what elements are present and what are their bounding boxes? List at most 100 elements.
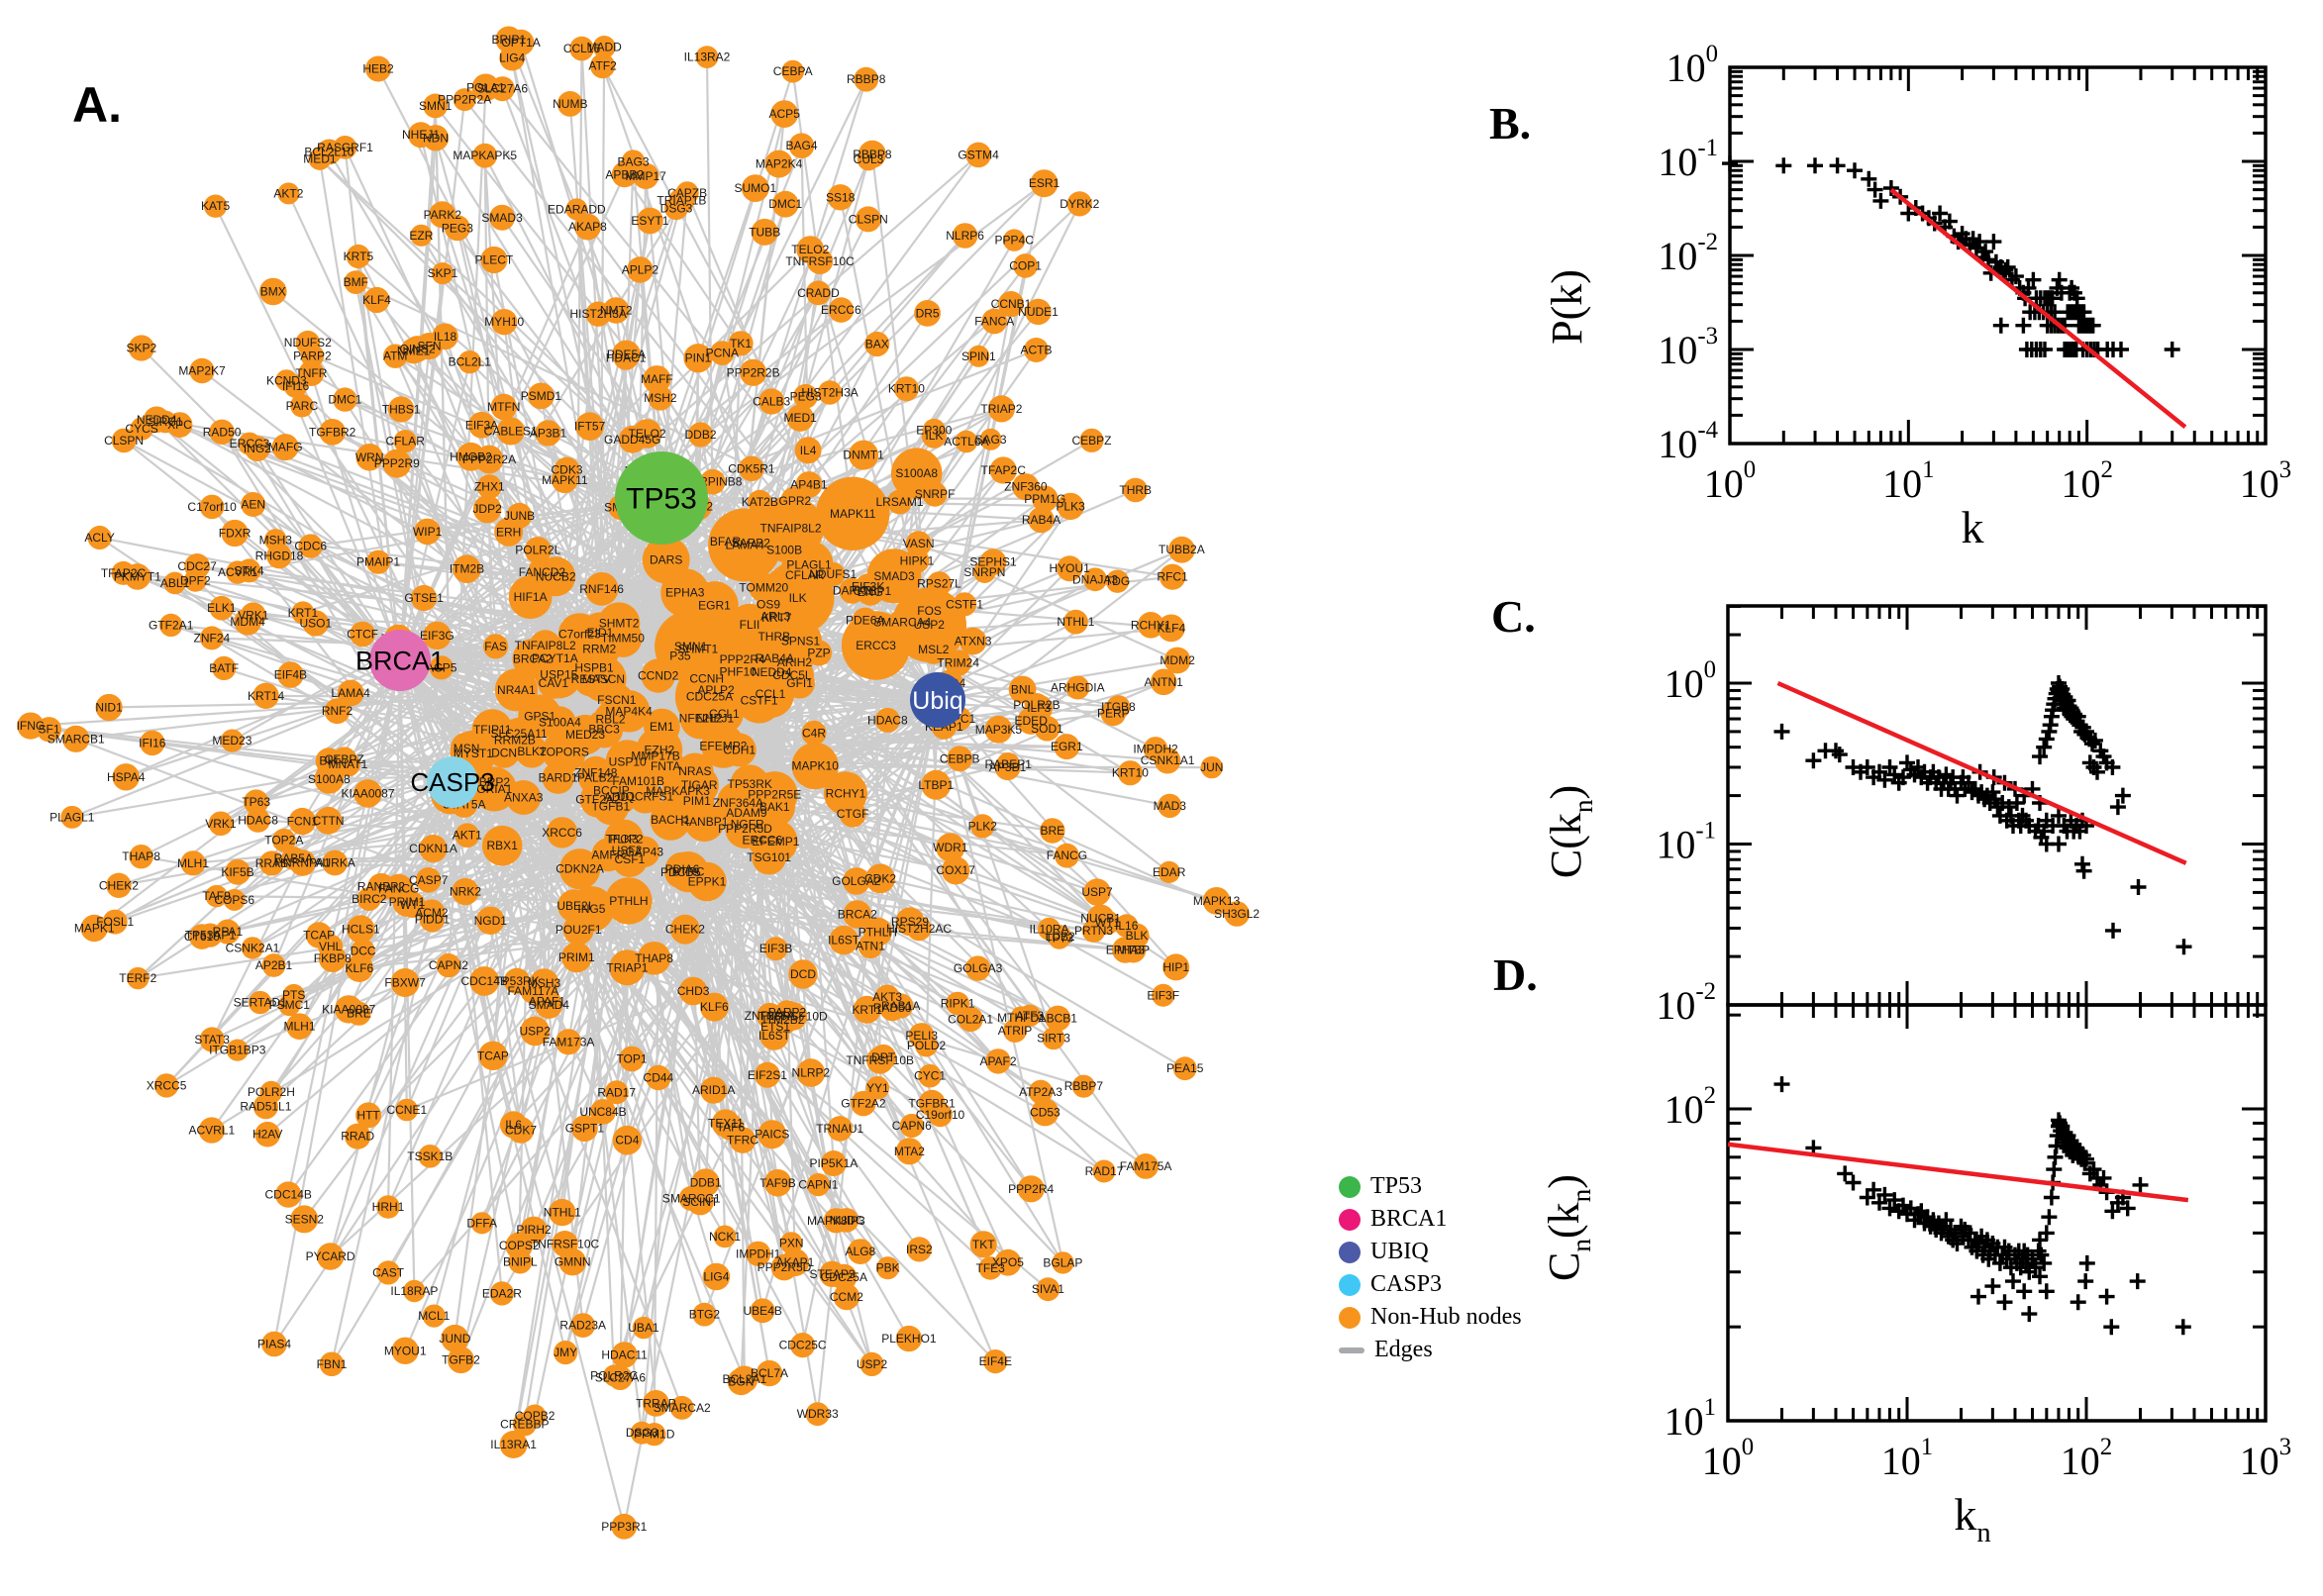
network-node-label: MDM2: [1160, 653, 1195, 667]
network-edge: [660, 497, 1060, 1020]
network-node-label: POLR2C: [590, 1368, 638, 1382]
legend-item-4: Non-Hub nodes: [1339, 1301, 1522, 1334]
network-edge: [354, 281, 454, 783]
data-point: [2132, 1176, 2149, 1193]
network-node-label: KRT10: [888, 382, 925, 396]
network-edge: [452, 780, 1138, 938]
network-node-label: BCL2L1: [449, 355, 492, 369]
scatter-points: [1773, 675, 2192, 955]
network-node-label: BAG3: [617, 154, 649, 168]
network-node-label: NHEJ1: [696, 712, 734, 726]
network-node-label: BACH1: [651, 813, 690, 827]
network-node-label: MAPK13: [1193, 894, 1241, 908]
network-node-label: BIRC2: [352, 892, 387, 906]
network-node: [478, 1041, 508, 1071]
network-node-label: TNFRSF10C: [785, 254, 855, 268]
network-node-label: TGFB2: [442, 1353, 480, 1367]
network-node-label: PEA15: [1166, 1061, 1204, 1075]
network-node-label: ITGB1BP3: [209, 1044, 266, 1057]
network-node-label: BAG4: [785, 139, 817, 152]
network-edge: [344, 398, 939, 701]
network-node-label: NTHL1: [544, 1206, 581, 1220]
network-node-label: FOS: [917, 604, 942, 618]
network-node-label: TRNAU1: [816, 1122, 863, 1136]
network-node-label: LAMA4: [726, 539, 765, 552]
network-edge: [653, 957, 693, 1199]
network-node-label: VASN: [903, 537, 935, 550]
network-node-label: SNRPN: [963, 565, 1005, 579]
network-node-label: EDED: [1015, 714, 1049, 728]
network-node-label: DMC1: [768, 197, 802, 211]
network-node-label: APBB2: [605, 167, 644, 181]
network-node-label: WDR33: [797, 1407, 839, 1421]
network-node-label: DFFA: [466, 1216, 497, 1230]
network-node-label: TIGAR: [681, 778, 718, 792]
network-edge: [572, 905, 706, 1316]
network-node: [1079, 428, 1104, 452]
network-node-label: JUN: [1200, 760, 1223, 774]
network-node-label: THBS1: [382, 402, 421, 416]
plot-box-d: [1726, 1003, 2268, 1423]
data-point: [2041, 1209, 2058, 1226]
network-node-label: ACVR1: [218, 565, 257, 579]
network-node-label: CDC14B: [265, 1188, 312, 1202]
network-node-label: BLK: [1126, 929, 1149, 943]
network-node-label: CDC25A: [686, 690, 733, 704]
y-tick-label: 10-2: [1656, 978, 1716, 1028]
network-node-label: PIDD1: [415, 913, 451, 927]
legend-circle-swatch: [1339, 1208, 1361, 1231]
network-node-label: FBN1: [317, 1357, 348, 1371]
network-edge: [925, 699, 940, 1047]
network-edge: [615, 699, 939, 1093]
network-node-label: PYCARD: [306, 1249, 355, 1263]
network-node-label: ITM2B: [450, 562, 484, 576]
network-node-label: CSNK2A1: [226, 941, 280, 954]
network-node: [535, 420, 561, 447]
fit-line: [1776, 680, 2187, 865]
network-node-label: WIP1: [413, 525, 443, 539]
network-edge: [703, 699, 940, 1316]
network-node-label: CTGF: [837, 807, 869, 821]
network-node: [833, 1283, 860, 1311]
network-node-label: HTT: [356, 1108, 380, 1122]
network-node-label: TSSK1B: [407, 1149, 453, 1163]
y-tick-label: 10-4: [1658, 417, 1718, 466]
network-edge: [125, 658, 401, 778]
network-node-label: DCN: [491, 746, 517, 759]
network-node: [1092, 1159, 1116, 1183]
data-point: [2021, 1306, 2038, 1323]
network-node-label: HYOU1: [1050, 561, 1091, 575]
data-point: [2164, 342, 2180, 357]
network-node: [286, 1013, 313, 1040]
fit-line: [1727, 1142, 2189, 1203]
network-node-label: ATP2A3: [1019, 1085, 1062, 1099]
network-node-label: RFC1: [1157, 570, 1188, 584]
network-node-label: NID1: [95, 701, 123, 715]
panel-label-d: D.: [1493, 949, 1538, 1000]
network-node-label: EP300: [916, 423, 952, 437]
network-node-label: BRCA2: [513, 652, 553, 666]
network-node-label: ZNF24: [194, 631, 231, 645]
network-node-label: MASCN: [582, 672, 625, 686]
data-point: [2038, 731, 2055, 748]
legend-item-2: UBIQ: [1339, 1236, 1522, 1268]
network-node-label: CDC27: [177, 559, 217, 573]
x-tick-label: 100: [1702, 1434, 1754, 1483]
network-node-label: TNFAIP8L2: [759, 522, 821, 536]
legend-edge-swatch: [1339, 1347, 1364, 1353]
network-edge: [398, 105, 437, 661]
network-node-label: GSTM4: [958, 148, 999, 161]
network-node-label: PPP2R2A: [462, 452, 516, 466]
network-node-label: NLRP6: [946, 229, 984, 243]
network-node-label: AP3B1: [989, 760, 1027, 774]
y-axis-label: P(k): [1543, 269, 1591, 345]
network-nodes: [17, 26, 1250, 1540]
network-node-label: GAP43: [625, 845, 663, 858]
network-node-label: SPIN1: [961, 349, 996, 363]
network-edge: [356, 255, 454, 783]
data-point: [1773, 723, 1790, 740]
network-edge: [332, 431, 939, 702]
network-node-label: SESN2: [285, 1212, 325, 1226]
network-node: [893, 376, 919, 402]
network-node: [246, 808, 270, 833]
